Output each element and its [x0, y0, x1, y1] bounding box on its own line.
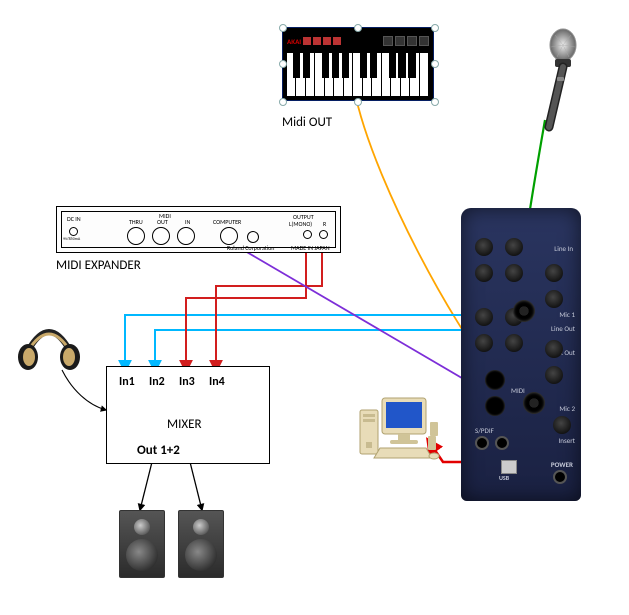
mixer-out-label: Out 1+2: [137, 443, 180, 458]
computer: [358, 392, 440, 464]
microphone: [519, 27, 579, 147]
expander-roland-label: Roland Corporation: [227, 244, 274, 252]
cable-headphones: [62, 370, 106, 410]
label-midi-expander: MIDI EXPANDER: [56, 258, 141, 273]
cable-lineout-l: [125, 315, 476, 371]
expander-thru-label: THRU: [129, 218, 143, 226]
expander-r-label: R: [323, 220, 326, 228]
cable-expander-l: [186, 240, 306, 371]
cable-spk2: [190, 462, 202, 510]
audio-interface: Line In Line Out Mic 1 Aux Out MIDI Mic …: [461, 208, 581, 501]
iface-lineout-label: Line Out: [551, 324, 575, 333]
cable-lineout-r: [155, 330, 476, 371]
iface-usb-label: USB: [499, 474, 509, 482]
expander-in-label: IN: [185, 218, 190, 226]
iface-mic1-label: Mic 1: [559, 310, 575, 319]
expander-out-label: OUT: [157, 218, 168, 226]
label-midi-out: Midi OUT: [282, 115, 332, 130]
cable-expander-r: [216, 240, 322, 371]
expander-computer-label: COMPUTER: [213, 218, 241, 226]
mixer: In1 In2 In3 In4 MIXER Out 1+2: [106, 366, 270, 464]
mixer-in3-label: In3: [179, 375, 195, 389]
iface-mic2-label: Mic 2: [559, 404, 575, 413]
cable-spk1: [140, 462, 152, 510]
expander-dcin-label: DC IN: [67, 215, 81, 223]
expander-japan-label: MADE IN JAPAN: [291, 244, 330, 252]
iface-linein-label: Line In: [554, 244, 573, 253]
keyboard-keys: [287, 53, 429, 96]
mixer-title: MIXER: [167, 417, 202, 432]
iface-power-label: POWER: [551, 460, 573, 469]
iface-midi-label: MIDI: [511, 386, 525, 395]
mixer-in1-label: In1: [119, 375, 135, 389]
speaker-left: [119, 510, 165, 578]
mixer-in2-label: In2: [149, 375, 165, 389]
iface-spdif-label: S/PDIF: [475, 426, 494, 435]
expander-lmono-label: L(MONO): [289, 220, 312, 228]
speaker-right: [178, 510, 224, 578]
midi-expander: DC IN 9V/850mA MIDI THRU OUT IN COMPUTER…: [56, 206, 341, 253]
headphones: [14, 319, 84, 375]
mixer-in4-label: In4: [209, 375, 225, 389]
iface-insert-label: Insert: [559, 436, 575, 445]
midi-keyboard: AKAI: [282, 27, 434, 101]
